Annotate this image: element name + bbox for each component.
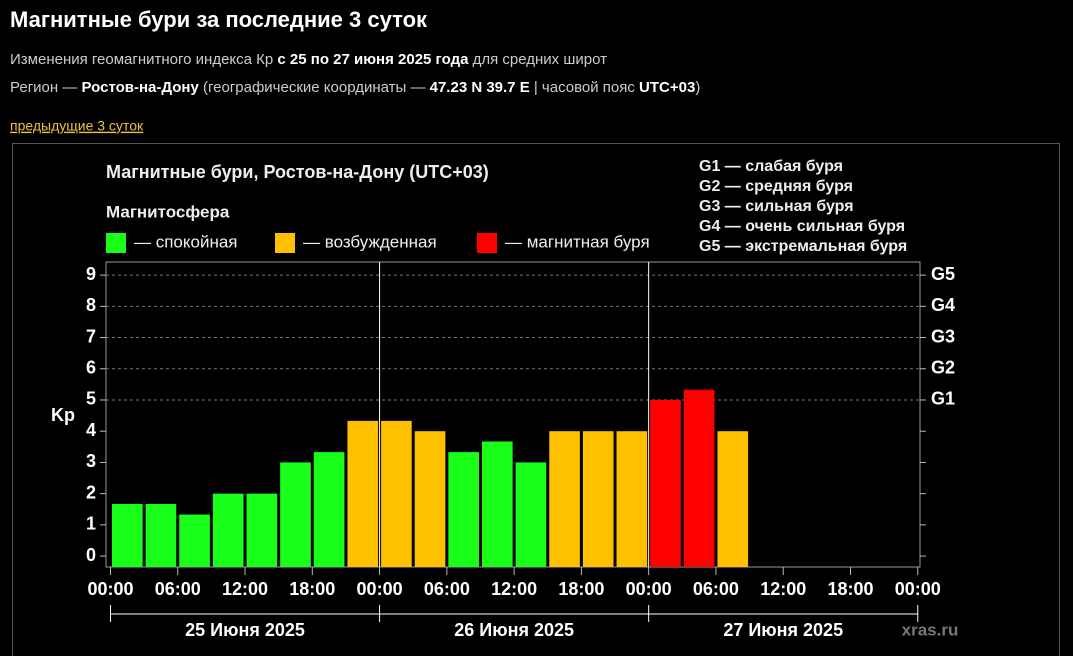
x-tick-label: 18:00 [289,579,335,599]
x-tick-label: 12:00 [222,579,268,599]
bar [683,389,715,567]
subtitle: Изменения геомагнитного индекса Кр с 25 … [10,51,607,68]
x-tick-label: 12:00 [491,579,537,599]
bar [246,493,278,567]
bar [313,452,345,567]
y-axis-label: Kp [51,405,75,425]
bar [381,420,412,567]
y2-tick-label: G5 [931,264,955,284]
bar [616,431,648,567]
x-tick-label: 06:00 [693,579,739,599]
y2-tick-label: G4 [931,295,955,315]
legend-swatch [106,233,126,253]
bar [650,399,681,567]
x-tick-label: 00:00 [626,579,672,599]
x-tick-label: 06:00 [155,579,201,599]
scale-legend: G1 — слабая буря [699,158,843,175]
x-tick-label: 12:00 [760,579,806,599]
text-part: 47.23 N 39.7 E [430,79,530,96]
y-tick-label: 7 [86,326,96,346]
region: Регион — Ростов-на-Дону (географические … [10,79,700,96]
y-tick-label: 2 [86,482,96,502]
text-part: для средних широт [468,51,607,68]
y-tick-label: 3 [86,451,96,471]
y2-tick-label: G2 [931,358,955,378]
y-tick-label: 9 [86,264,96,284]
text-part: UTC+03 [639,79,695,96]
bar [549,431,580,567]
x-tick-label: 00:00 [357,579,403,599]
x-tick-label: 00:00 [87,579,133,599]
bar [515,462,547,567]
legend-title: Магнитосфера [106,202,230,221]
y-tick-label: 5 [86,389,96,409]
bar [414,431,446,567]
prev-link[interactable]: предыдущие 3 суток [10,118,144,134]
text-part: | часовой пояс [530,79,639,96]
legend-swatch [477,233,497,253]
legend-label: — возбужденная [303,232,437,251]
bar [582,431,614,567]
bar [212,493,244,567]
bar [111,503,143,567]
day-label: 27 Июня 2025 [723,620,843,640]
watermark: xras.ru [902,620,959,639]
text-part: Ростов-на-Дону [82,79,200,96]
text-part: Изменения геомагнитного индекса Кр [10,51,277,68]
y2-tick-label: G3 [931,326,955,346]
bar [145,503,177,567]
y-tick-label: 0 [86,545,96,565]
y-tick-label: 6 [86,358,96,378]
page-title: Магнитные бури за последние 3 суток [10,7,428,32]
chart-title: Магнитные бури, Ростов-на-Дону (UTC+03) [106,162,489,182]
scale-legend: G4 — очень сильная буря [699,218,905,235]
text-part: ) [695,79,700,96]
text-part: (географические координаты — [199,79,430,96]
scale-legend: G3 — сильная буря [699,198,854,215]
bar [179,514,210,567]
bar [481,441,513,567]
x-tick-label: 18:00 [558,579,604,599]
scale-legend: G2 — средняя буря [699,178,853,195]
scale-legend: G5 — экстремальная буря [699,238,907,255]
x-tick-label: 18:00 [827,579,873,599]
bar [280,462,311,567]
y-tick-label: 8 [86,295,96,315]
legend-label: — магнитная буря [505,232,650,251]
text-part: Регион — [10,79,82,96]
x-tick-label: 00:00 [895,579,941,599]
legend-label: — спокойная [134,232,238,251]
bar [717,431,749,567]
y-tick-label: 1 [86,514,96,534]
day-label: 26 Июня 2025 [454,620,574,640]
day-label: 25 Июня 2025 [185,620,305,640]
text-part: с 25 по 27 июня 2025 года [277,51,469,68]
y-tick-label: 4 [86,420,96,440]
legend-swatch [275,233,295,253]
bar [448,452,479,567]
bar [347,420,379,567]
y2-tick-label: G1 [931,389,955,409]
x-tick-label: 06:00 [424,579,470,599]
